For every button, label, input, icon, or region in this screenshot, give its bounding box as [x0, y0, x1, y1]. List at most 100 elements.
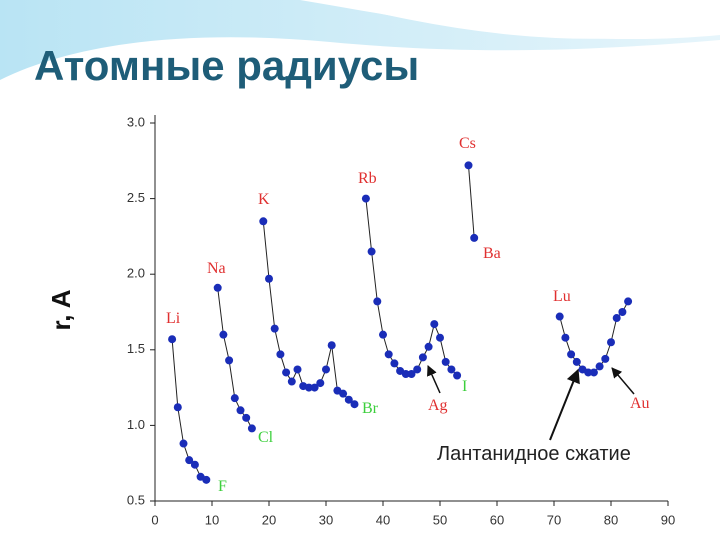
callout-text: Лантанидное сжатие — [437, 443, 631, 465]
data-point — [373, 297, 382, 306]
data-point — [304, 383, 313, 392]
x-tick-label: 30 — [319, 512, 333, 527]
data-point — [242, 413, 251, 422]
data-point — [339, 389, 348, 398]
element-label: F — [218, 478, 227, 495]
slide-title: Атомные радиусы — [34, 42, 419, 89]
data-point — [287, 377, 296, 386]
data-point — [265, 274, 273, 283]
arrow — [549, 368, 580, 441]
series-line — [468, 165, 475, 238]
data-point — [401, 369, 410, 378]
background-swoosh — [0, 0, 720, 80]
data-point — [310, 383, 319, 392]
x-tick-label: 90 — [661, 512, 675, 527]
data-point — [601, 354, 610, 363]
x-tick-label: 0 — [151, 512, 158, 527]
x-tick-label: 10 — [205, 512, 219, 527]
data-point — [259, 217, 268, 226]
series-line — [217, 287, 253, 429]
data-point — [276, 350, 285, 359]
data-point — [179, 439, 188, 448]
x-tick-label: 50 — [433, 512, 447, 527]
x-tick-label: 60 — [490, 512, 504, 527]
data-point — [219, 330, 228, 339]
data-point — [572, 357, 581, 366]
data-point — [390, 359, 399, 368]
x-tick-label: 80 — [604, 512, 618, 527]
data-point — [589, 368, 598, 377]
data-point — [567, 350, 576, 359]
series-line — [559, 301, 629, 373]
data-point — [441, 357, 450, 366]
y-axis-label: r, A — [46, 289, 76, 330]
data-point — [361, 194, 370, 203]
data-point — [213, 283, 222, 292]
data-point — [316, 379, 325, 388]
data-point — [344, 395, 353, 404]
data-point — [447, 365, 456, 374]
data-point — [612, 314, 621, 323]
data-point — [327, 341, 336, 350]
arrow — [611, 367, 635, 395]
y-tick-label: 2.5 — [127, 190, 145, 205]
data-point — [384, 350, 393, 359]
data-point — [413, 365, 422, 374]
data-point — [225, 356, 234, 365]
x-tick-label: 20 — [262, 512, 276, 527]
data-point — [293, 365, 302, 374]
data-point — [379, 330, 387, 339]
data-point — [230, 394, 239, 403]
x-tick-label: 70 — [547, 512, 561, 527]
element-label: Cs — [459, 135, 476, 152]
x-tick-label: 40 — [376, 512, 390, 527]
data-point — [607, 338, 615, 347]
element-label: Br — [362, 400, 379, 417]
data-point — [453, 371, 462, 380]
element-label: K — [258, 191, 270, 208]
data-point — [424, 342, 433, 351]
data-point — [464, 161, 473, 170]
series-line — [262, 221, 355, 405]
y-tick-label: 2.0 — [127, 266, 145, 281]
element-label: Lu — [553, 288, 571, 305]
data-point — [173, 403, 182, 412]
data-point — [168, 335, 177, 344]
data-point — [270, 324, 279, 333]
data-point — [407, 369, 416, 378]
element-label: Ba — [483, 245, 501, 262]
data-point — [367, 247, 376, 256]
data-point — [561, 333, 570, 342]
element-label: Ag — [428, 397, 448, 414]
data-point — [190, 460, 199, 469]
y-tick-label: 1.0 — [127, 417, 145, 432]
element-label: Cl — [258, 429, 274, 446]
data-point — [618, 308, 627, 316]
element-label: Rb — [358, 170, 377, 187]
swoosh-line — [329, 0, 720, 39]
element-label: Na — [207, 260, 226, 277]
data-point — [236, 406, 245, 415]
data-point — [555, 312, 564, 321]
series-line — [365, 198, 458, 376]
data-point — [247, 424, 256, 433]
data-point — [584, 368, 593, 377]
data-point — [436, 333, 444, 342]
data-point — [185, 456, 194, 465]
data-point — [470, 233, 479, 242]
data-point — [322, 365, 330, 374]
element-label: Au — [630, 395, 650, 412]
data-point — [282, 368, 291, 377]
data-point — [430, 320, 439, 329]
element-label: I — [462, 378, 467, 395]
data-point — [350, 400, 359, 409]
y-tick-label: 1.5 — [127, 341, 145, 356]
y-tick-label: 3.0 — [127, 114, 145, 129]
y-tick-label: 0.5 — [127, 492, 145, 507]
element-label: Li — [166, 310, 181, 327]
arrow — [427, 365, 441, 394]
data-point — [202, 475, 211, 484]
data-point — [624, 297, 633, 306]
data-point — [595, 362, 604, 371]
